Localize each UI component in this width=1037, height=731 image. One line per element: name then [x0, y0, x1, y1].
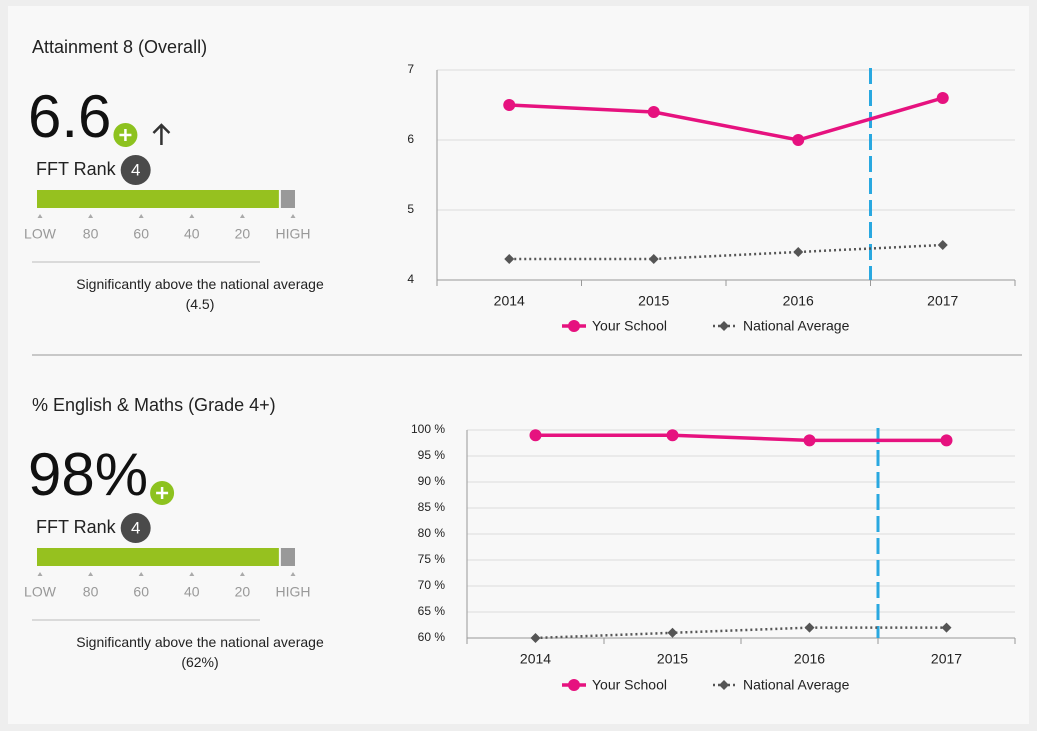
description: Significantly above the national average…	[76, 634, 324, 670]
scale-tick	[138, 214, 144, 218]
point	[937, 240, 948, 250]
scale-tick	[37, 214, 43, 218]
panel-title: Attainment 8 (Overall)	[32, 37, 207, 57]
legend-marker	[719, 321, 729, 331]
series-line	[535, 433, 947, 443]
point	[648, 254, 659, 264]
point	[647, 106, 660, 118]
y-tick-label: 75 %	[418, 552, 446, 566]
scale-tick	[138, 572, 144, 576]
x-tick-label: 2015	[638, 293, 669, 309]
rank-value: 4	[131, 160, 140, 179]
y-tick-label: 5	[407, 202, 414, 216]
up-arrow	[152, 123, 171, 145]
point	[667, 627, 678, 638]
x-tick-label: 2017	[927, 293, 958, 309]
y-tick-label: 60 %	[418, 630, 446, 644]
scale-tick	[239, 214, 245, 218]
point	[793, 247, 804, 257]
legend-marker	[719, 680, 729, 690]
scale-label: 20	[235, 226, 251, 242]
dashboard: Attainment 8 (Overall) 6.6 FFT Rank 4 LOW 80 6…	[8, 6, 1029, 724]
series-line	[535, 626, 947, 640]
y-tick-label: 6	[407, 132, 414, 146]
scale-label: LOW	[24, 584, 57, 600]
scale-label: 80	[83, 584, 99, 600]
scale-tick	[189, 572, 195, 576]
legend-label: National Average	[743, 318, 850, 334]
y-tick-label: 95 %	[418, 448, 446, 462]
y-tick-label: 70 %	[418, 578, 446, 592]
scale-label: 60	[133, 226, 149, 242]
legend-marker	[568, 320, 580, 332]
point	[940, 434, 953, 447]
scale-label: 40	[184, 226, 200, 242]
plus-sign	[119, 129, 132, 141]
y-tick-label: 100 %	[411, 422, 445, 436]
rank-label: FFT Rank	[36, 159, 117, 179]
point	[666, 429, 679, 442]
point	[529, 429, 542, 442]
rank-value: 4	[131, 518, 140, 537]
rank-bar-rest	[280, 548, 295, 566]
big-value: 6.6	[28, 83, 111, 150]
big-value: 98%	[28, 441, 148, 508]
legend-marker	[568, 679, 580, 691]
point	[941, 622, 952, 633]
point	[503, 99, 516, 111]
scale-tick	[189, 214, 195, 218]
rank-bar-rest	[280, 190, 295, 208]
plus-sign	[156, 487, 169, 499]
panel-title: % English & Maths (Grade 4+)	[32, 395, 276, 415]
rank-bar-fill	[37, 548, 279, 566]
y-tick-label: 80 %	[418, 526, 446, 540]
x-tick-label: 2016	[783, 293, 814, 309]
y-tick-label: 85 %	[418, 500, 446, 514]
x-tick-label: 2016	[794, 651, 825, 667]
rank-label: FFT Rank	[36, 517, 117, 537]
point	[804, 622, 815, 633]
x-tick-label: 2017	[931, 651, 962, 667]
y-tick-label: 4	[407, 272, 414, 286]
scale-tick	[88, 572, 94, 576]
legend-label: Your School	[592, 677, 667, 693]
description: Significantly above the national average…	[76, 276, 324, 312]
scale-tick	[290, 572, 296, 576]
scale-label: HIGH	[276, 226, 311, 242]
legend-label: National Average	[743, 677, 850, 693]
scale-label: 80	[83, 226, 99, 242]
scale-tick	[88, 214, 94, 218]
scale-label: 20	[235, 584, 251, 600]
legend-label: Your School	[592, 318, 667, 334]
point	[936, 92, 949, 104]
scale-tick	[37, 572, 43, 576]
canvas: Attainment 8 (Overall) 6.6 FFT Rank 4 LOW 80 6…	[24, 37, 1022, 693]
scale-label: HIGH	[276, 584, 311, 600]
scale-label: 60	[133, 584, 149, 600]
rank-bar-fill	[37, 190, 279, 208]
scale-tick	[290, 214, 296, 218]
x-tick-label: 2014	[494, 293, 525, 309]
scale-label: LOW	[24, 226, 57, 242]
x-tick-label: 2015	[657, 651, 688, 667]
point	[803, 434, 816, 447]
y-tick-label: 65 %	[418, 604, 446, 618]
scale-label: 40	[184, 584, 200, 600]
series-line	[509, 243, 943, 261]
point	[504, 254, 515, 264]
series-line	[509, 96, 944, 142]
rank-badge	[120, 155, 151, 185]
rank-badge	[120, 513, 151, 543]
point	[530, 633, 541, 643]
y-tick-label: 7	[407, 62, 414, 76]
scale-tick	[239, 572, 245, 576]
y-tick-label: 90 %	[418, 474, 446, 488]
point	[792, 134, 805, 146]
x-tick-label: 2014	[520, 651, 551, 667]
